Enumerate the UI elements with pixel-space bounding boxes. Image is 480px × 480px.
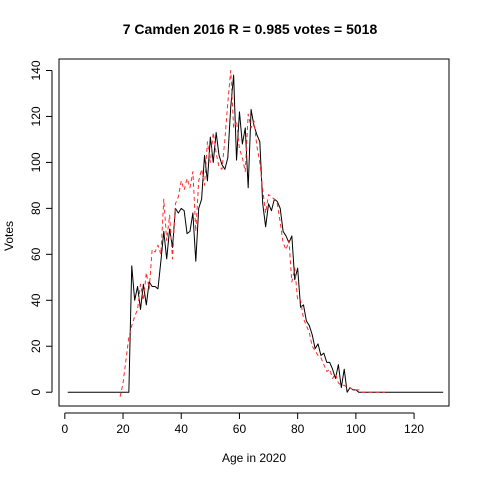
x-tick-label: 100	[346, 422, 366, 436]
y-tick-label: 120	[29, 106, 43, 126]
x-tick-label: 0	[61, 422, 68, 436]
y-tick-label: 80	[29, 201, 43, 215]
x-tick-label: 60	[233, 422, 247, 436]
y-tick-label: 60	[29, 247, 43, 261]
x-axis-label: Age in 2020	[222, 451, 286, 465]
y-axis-label: Votes	[2, 221, 16, 251]
x-axis: 0 20 40 60 80 100 120	[61, 412, 424, 436]
y-tick-label: 0	[29, 389, 43, 396]
series-line-dashed	[119, 69, 385, 397]
y-tick-label: 40	[29, 293, 43, 307]
y-tick-label: 20	[29, 339, 43, 353]
y-tick-label: 140	[29, 60, 43, 80]
x-tick-label: 40	[175, 422, 189, 436]
y-axis: 0 20 40 60 80 100 120 140	[29, 60, 53, 396]
y-tick-label: 100	[29, 152, 43, 172]
plot-frame	[58, 58, 450, 407]
series-line-solid	[67, 74, 444, 393]
x-tick-label: 20	[116, 422, 130, 436]
x-tick-label: 80	[291, 422, 305, 436]
x-tick-label: 120	[404, 422, 424, 436]
chart-title: 7 Camden 2016 R = 0.985 votes = 5018	[123, 21, 378, 37]
series-layer	[67, 69, 444, 397]
